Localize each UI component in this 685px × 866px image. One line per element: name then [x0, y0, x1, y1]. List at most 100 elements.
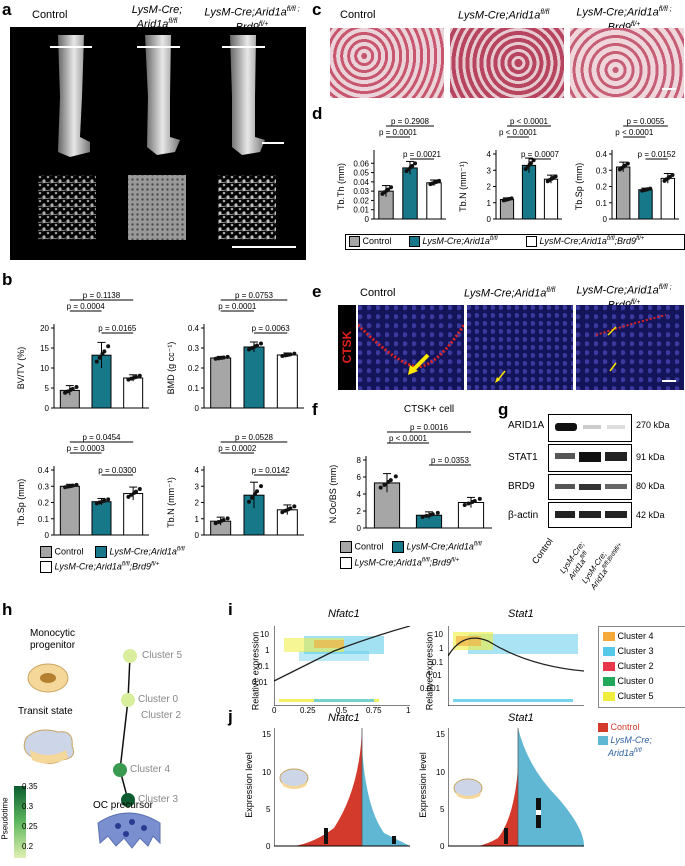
- data-point: [382, 482, 387, 487]
- data-point: [225, 516, 230, 521]
- bar: [243, 346, 265, 409]
- histology-image-ko: [450, 28, 564, 98]
- data-point: [292, 504, 297, 509]
- p-value-label: p = 0.1138: [83, 291, 121, 300]
- panel-label-a: a: [2, 0, 12, 19]
- y-tick-label: 0.3: [596, 166, 608, 175]
- data-point: [132, 490, 137, 495]
- ctsk-label: CTSK: [340, 330, 354, 364]
- scatter-nfatc1: [274, 626, 410, 706]
- j-title-stat1: Stat1: [508, 712, 534, 724]
- pt-tick-035: 0.35: [22, 782, 38, 791]
- i2-ytick-1: 1: [439, 644, 444, 653]
- wb-kda-91: 91 kDa: [636, 452, 665, 462]
- y-axis-label: BV/TV (%): [16, 347, 26, 390]
- data-point: [216, 520, 221, 524]
- legend-f: Control LysM-Cre;Arid1afl/fl LysM-Cre;Ar…: [340, 541, 500, 575]
- bar: [660, 177, 676, 220]
- p-value-label: p = 0.0055: [626, 117, 665, 126]
- panel-i: Nfatc1 Stat1 Relative expression Relativ…: [238, 608, 685, 715]
- wb-band-stat1: [548, 444, 632, 472]
- transit-state-cell: [23, 729, 75, 764]
- panel-label-f: f: [312, 400, 318, 419]
- j-ytick-5: 5: [266, 805, 271, 814]
- data-point: [384, 188, 389, 193]
- y-axis-label: N.Oc/BS (mm): [328, 465, 338, 524]
- p-value-label: p = 0.0003: [67, 444, 106, 453]
- data-point: [386, 480, 391, 485]
- pt-tick-03: 0.3: [22, 802, 34, 811]
- i-xtick-075: 0.75: [366, 706, 382, 715]
- wb-band-brd9: [548, 474, 632, 500]
- y-axis-label: Tb.Sp (mm): [574, 163, 584, 211]
- data-point: [97, 355, 102, 360]
- y-tick-label: 0: [195, 404, 200, 413]
- violin-stat1: [448, 728, 584, 847]
- j2-ytick-5: 5: [440, 805, 445, 814]
- y-tick-label: 0.2: [188, 364, 200, 373]
- data-point: [137, 373, 142, 378]
- data-point: [68, 387, 73, 392]
- bar: [521, 164, 537, 220]
- y-tick-label: 6: [357, 473, 362, 482]
- y-tick-label: 0.4: [596, 150, 608, 159]
- data-point: [420, 514, 425, 519]
- if-image-ko: [467, 305, 573, 390]
- legend-d-dko: LysM-Cre;Arid1afl/fl;Brd9fl/+: [526, 236, 644, 248]
- data-point: [100, 499, 105, 504]
- j-ytick-10: 10: [262, 768, 271, 777]
- label-ocp: OC precursor: [93, 800, 154, 811]
- wb-label-actin: β-actin: [508, 510, 539, 521]
- wb-kda-42: 42 kDa: [636, 510, 665, 520]
- wb-lane-control: Control: [530, 536, 555, 566]
- data-point: [253, 344, 257, 349]
- bar: [402, 167, 418, 220]
- bar: [638, 189, 653, 220]
- i-title-stat1: Stat1: [508, 608, 534, 620]
- data-point: [283, 353, 288, 358]
- y-tick-label: 0.06: [353, 159, 369, 168]
- legend-j-control: Control: [598, 722, 640, 733]
- data-point: [408, 165, 413, 170]
- data-point: [424, 513, 429, 518]
- node-cluster-4: [113, 763, 127, 777]
- e-label-ko: LysM-Cre;Arid1afl/fl: [464, 287, 556, 300]
- y-tick-label: 0.3: [188, 344, 200, 353]
- e-label-control: Control: [360, 287, 396, 299]
- chart-f-nocbs: CTSK+ cell 0 2 4 6 8 N.Oc/BS (mm) p = 0.0016 p <…: [328, 404, 492, 533]
- p-value-label: p < 0.0001: [499, 128, 538, 137]
- node-cluster-3: [121, 793, 135, 807]
- cluster-5-label: Cluster 5: [142, 650, 183, 661]
- chart-d-tbth: 00.010.020.030.040.050.06 Tb.Th (mm) p = 0…: [336, 117, 446, 224]
- cluster-3-label: Cluster 3: [138, 794, 179, 805]
- data-point: [428, 512, 433, 517]
- y-tick-label: 0.1: [596, 199, 608, 208]
- data-point: [259, 484, 263, 489]
- p-value-label: p = 0.0454: [82, 433, 121, 442]
- p-value-label: p = 0.0002: [218, 444, 257, 453]
- i-xtick-05: 0.5: [336, 706, 348, 715]
- i-xtick-0: 0: [272, 706, 277, 715]
- y-tick-label: 0.03: [353, 187, 369, 196]
- wb-kda-80: 80 kDa: [636, 481, 665, 491]
- node-cluster-0: [121, 693, 135, 707]
- p-value-label: p < 0.0001: [510, 117, 549, 126]
- data-point: [389, 185, 394, 190]
- bar: [615, 166, 631, 220]
- p-value-label: p < 0.0001: [389, 434, 428, 443]
- y-tick-label: 2: [357, 507, 362, 516]
- y-tick-label: 0.05: [353, 169, 369, 178]
- data-point: [250, 346, 254, 350]
- j-ylabel-right: Expression level: [417, 752, 428, 818]
- bar: [373, 482, 401, 529]
- legend-d-control: Control: [349, 236, 392, 248]
- data-point: [527, 162, 532, 167]
- panel-label-e: e: [312, 282, 322, 301]
- y-tick-label: 2: [195, 499, 200, 508]
- j2-ytick-0: 0: [440, 842, 445, 851]
- pt-tick-025: 0.25: [22, 822, 38, 831]
- legend-f-ko: LysM-Cre;Arid1afl/fl: [392, 541, 482, 553]
- y-tick-label: 0: [487, 215, 492, 224]
- j2-ytick-15: 15: [436, 730, 445, 739]
- legend-b-control: Control: [40, 546, 84, 558]
